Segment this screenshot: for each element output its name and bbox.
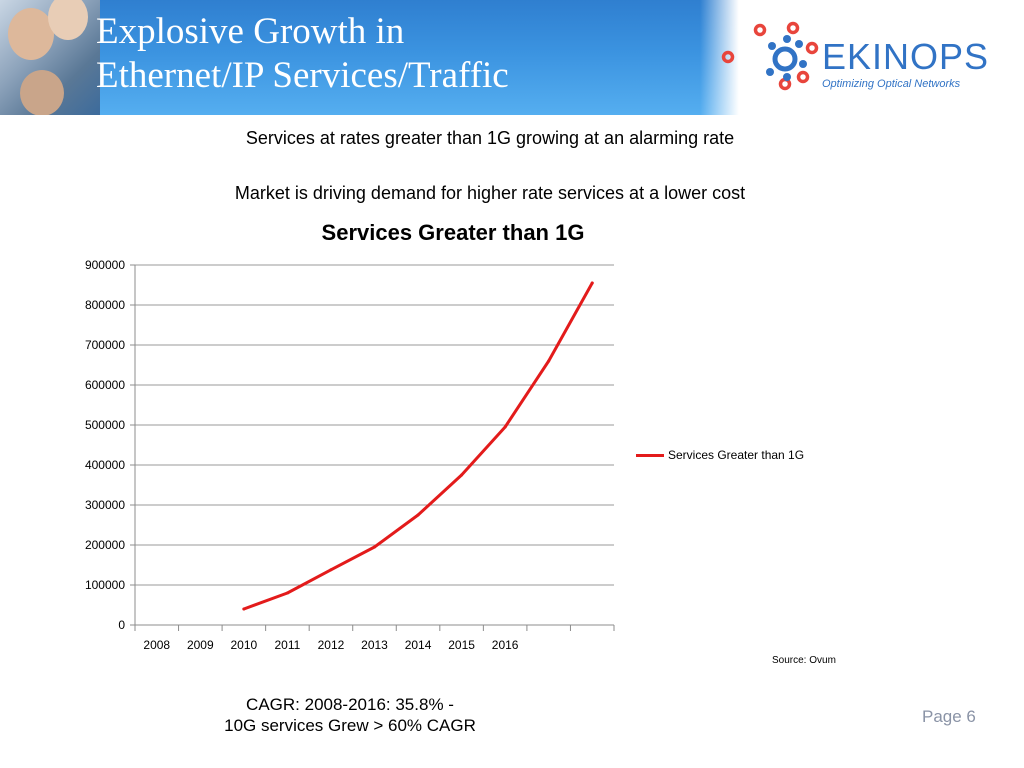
x-tick-label: 2013 [361,638,388,652]
x-tick-label: 2016 [492,638,519,652]
data-point [242,607,246,611]
subtitle-growth: Services at rates greater than 1G growin… [245,128,735,148]
y-tick-label: 100000 [85,578,125,592]
y-tick-label: 400000 [85,458,125,472]
chart-legend: Services Greater than 1G [636,448,804,462]
y-tick-label: 800000 [85,298,125,312]
logo-tagline: Optimizing Optical Networks [822,78,961,90]
cagr-note: CAGR: 2008-2016: 35.8% - 10G services Gr… [180,694,520,736]
slide-title: Explosive Growth in Ethernet/IP Services… [96,10,509,98]
y-tick-label: 0 [118,618,125,632]
x-tick-label: 2011 [275,638,301,652]
data-point [285,591,289,595]
x-tick-label: 2015 [448,638,475,652]
y-tick-label: 500000 [85,418,125,432]
subtitle-demand: Market is driving demand for higher rate… [234,183,746,203]
x-tick-label: 2012 [318,638,345,652]
legend-label: Services Greater than 1G [668,448,805,462]
x-tick-label: 2014 [405,638,432,652]
cagr-line1: CAGR: 2008-2016: 35.8% - [246,695,454,714]
slide-title-line1: Explosive Growth in [96,11,405,52]
x-tick-label: 2010 [231,638,258,652]
y-tick-label: 700000 [85,338,125,352]
y-tick-label: 900000 [85,258,125,272]
series-line [242,281,594,611]
legend-swatch [636,453,664,457]
data-point [460,473,464,477]
y-tick-label: 600000 [85,378,125,392]
data-point [503,425,507,429]
data-point [373,545,376,549]
slide-header: Explosive Growth in Ethernet/IP Services… [0,0,1024,115]
cagr-line2: 10G services Grew > 60% CAGR [224,716,476,735]
data-point [416,513,420,517]
data-point [547,359,551,363]
logo-panel [700,0,1024,115]
source-note: Source: Ovum [772,655,836,666]
chart-title: Services Greater than 1G [321,220,585,245]
slide-title-line2: Ethernet/IP Services/Traffic [96,55,509,96]
y-tick-label: 300000 [85,498,125,512]
data-point [329,568,333,572]
ekinops-logo-icon [721,21,819,91]
logo-wordmark: EKINOPS [822,36,990,77]
x-tick-label: 2008 [143,638,170,652]
header-photo [0,0,100,115]
y-tick-label: 200000 [85,538,125,552]
data-point [590,281,594,285]
x-tick-label: 2009 [187,638,214,652]
line-chart: 0 100000 200000 300000 400000 500000 600000 700… [85,258,615,652]
page-number: Page 6 [922,707,976,726]
